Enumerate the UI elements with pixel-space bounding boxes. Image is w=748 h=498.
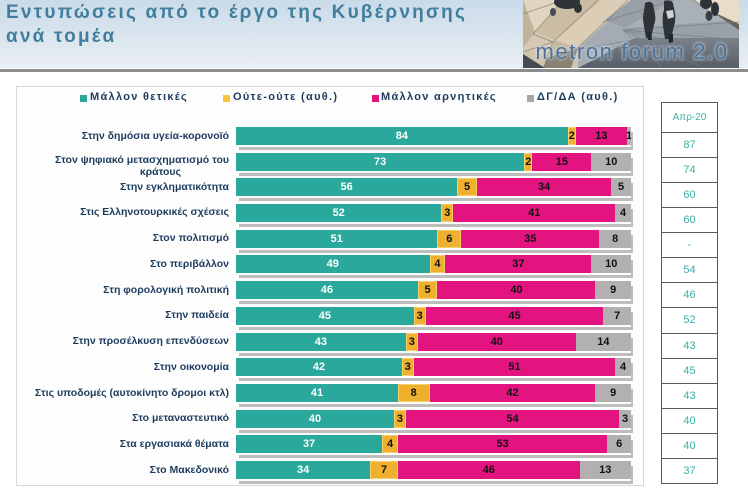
svg-text:metron forum 2.0: metron forum 2.0 bbox=[535, 39, 728, 64]
svg-text:metron forum 2.0: metron forum 2.0 bbox=[535, 39, 728, 64]
